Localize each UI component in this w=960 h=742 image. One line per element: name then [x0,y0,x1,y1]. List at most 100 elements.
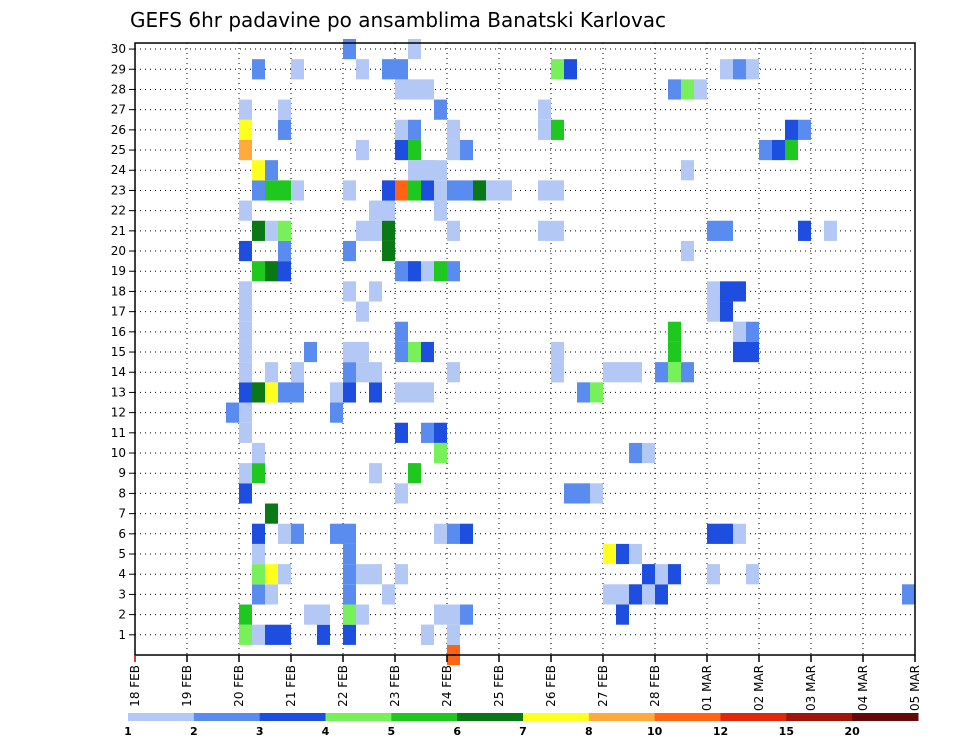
precip-cell [291,523,304,544]
x-tick-label: 27 FEB [596,665,610,707]
y-axis: 1234567891011121314151617181920212223242… [111,42,135,642]
precip-cell [369,382,382,403]
precip-cell [252,442,265,464]
precip-cell [252,564,265,585]
precip-cell [278,240,291,262]
precip-cell [395,483,408,504]
precip-cell [356,604,369,625]
precip-cell [239,604,252,625]
precip-cell [434,200,447,221]
y-tick-label: 21 [111,224,126,238]
precip-cell [785,139,798,161]
precip-cell [707,301,720,322]
precip-cell [252,180,265,201]
precip-cell [291,362,304,383]
precip-cell [252,382,265,403]
y-tick-label: 29 [111,62,126,76]
precip-cell [278,523,291,544]
precip-cell [681,362,694,383]
precip-cell [408,119,421,140]
colorbar-label: 7 [519,725,527,738]
precip-cell [408,382,421,403]
chart-title: GEFS 6hr padavine po ansamblima Banatski… [130,8,666,32]
precip-cell [343,584,356,605]
x-tick-label: 26 FEB [544,665,558,707]
precip-cell [707,564,720,585]
precip-cell [720,59,733,80]
precip-cell [265,180,278,201]
precip-cell [538,180,551,201]
precip-cell [616,584,629,605]
precip-cell [785,119,798,140]
y-tick-label: 18 [111,284,126,298]
precip-cell [356,139,369,161]
cell-layer [226,38,915,666]
precip-cell [486,180,499,201]
precip-cell [265,624,278,645]
precip-cell [265,220,278,241]
y-tick-label: 2 [118,608,126,622]
precip-cell [447,624,460,645]
precip-cell [369,220,382,241]
precip-cell [668,79,681,100]
precip-cell [655,564,668,585]
precip-cell [408,160,421,181]
y-tick-label: 17 [111,305,126,319]
precip-cell [356,564,369,585]
precip-cell [369,463,382,484]
precip-cell [642,584,655,605]
precip-cell [343,382,356,403]
precip-cell [629,584,642,605]
precip-cell [395,321,408,342]
precip-cell [330,402,343,423]
precip-cell [447,261,460,282]
x-tick-label: 28 FEB [648,665,662,707]
colorbar-label: 10 [647,725,663,738]
precip-cell [538,220,551,241]
precip-cell [239,341,252,363]
precip-cell [291,180,304,201]
precip-cell [395,382,408,403]
precip-cell [252,160,265,181]
precip-cell [759,139,772,161]
colorbar-swatch [325,713,392,721]
y-tick-label: 4 [118,567,126,581]
precip-cell [733,523,746,544]
precip-cell [265,382,278,403]
y-tick-label: 8 [118,486,126,500]
precip-cell [720,523,733,544]
y-tick-label: 26 [111,123,126,137]
precip-cell [239,281,252,302]
x-axis: 18 FEB 19 FEB 20 FEB 21 FEB 22 FEB 23 FEB 24 F… [128,655,922,711]
precip-cell [668,341,681,363]
precip-cell [668,362,681,383]
precip-cell [590,382,603,403]
precip-cell [902,584,915,605]
y-tick-label: 3 [118,587,126,601]
colorbar-swatch [259,713,326,721]
precip-cell [252,523,265,544]
precip-cell [408,38,421,60]
precip-cell [395,59,408,80]
precip-cell [629,362,642,383]
precip-cell [421,180,434,201]
precip-cell [265,584,278,605]
precip-cell [343,341,356,363]
precip-cell [707,281,720,302]
x-tick-label: 19 FEB [180,665,194,707]
precip-cell [616,604,629,625]
precip-cell [642,564,655,585]
precip-cell [603,543,616,565]
precip-cell [668,564,681,585]
x-tick-label: 24 FEB [440,665,454,707]
precip-cell [616,543,629,565]
precip-cell [343,362,356,383]
precip-cell [317,624,330,645]
precip-cell [434,180,447,201]
precip-cell [226,402,239,423]
x-tick-label: 02 MAR [752,665,766,711]
precip-cell [421,382,434,403]
precip-cell [252,584,265,605]
precip-cell [460,604,473,625]
